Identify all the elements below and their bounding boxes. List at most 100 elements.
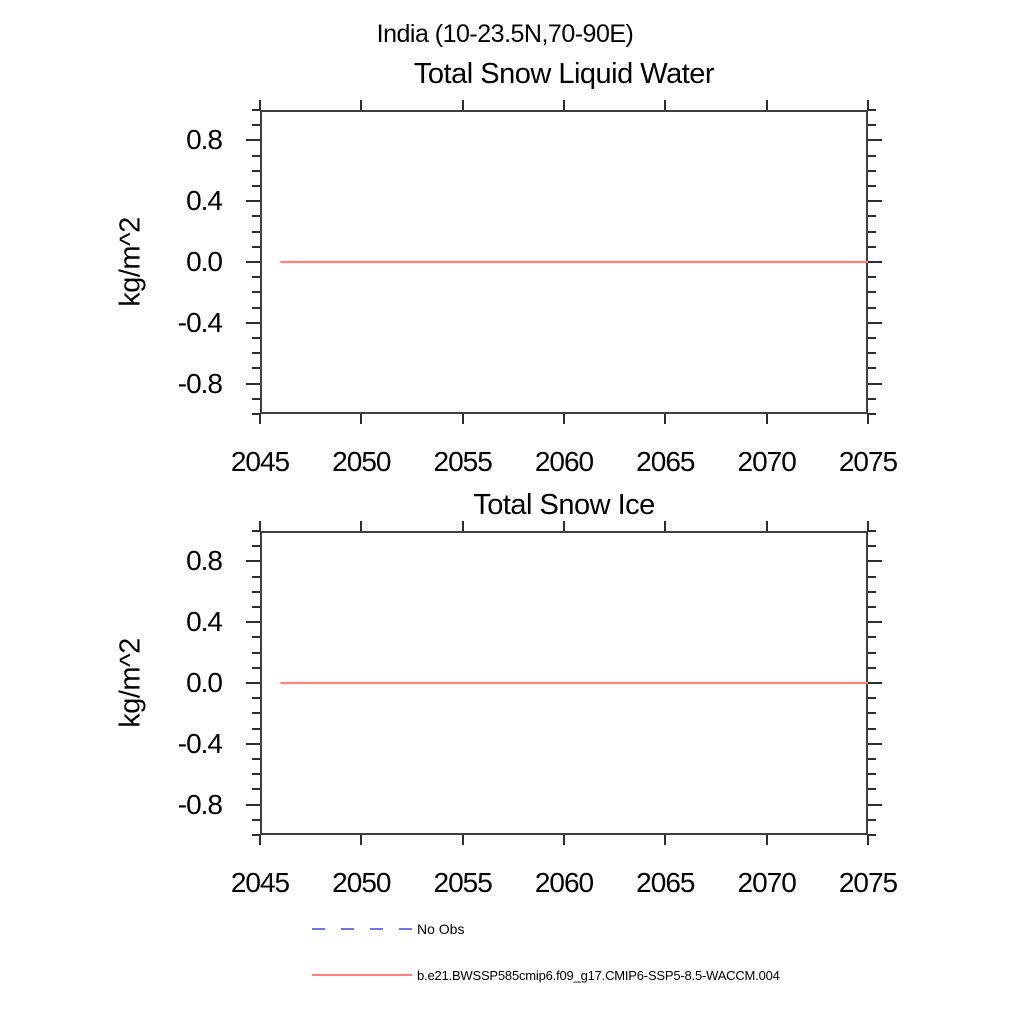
- y-major-tick: [868, 139, 882, 142]
- x-major-tick: [563, 100, 565, 110]
- x-major-tick: [360, 521, 363, 531]
- y-tick-label: -0.4: [177, 727, 223, 759]
- y-major-tick: [246, 382, 260, 385]
- y-minor-tick: [868, 245, 876, 248]
- x-major-tick: [765, 835, 768, 845]
- y-minor-tick: [868, 606, 876, 608]
- x-major-tick: [461, 414, 464, 424]
- y-minor-tick: [252, 545, 260, 548]
- y-tick-label: 0.4: [186, 606, 223, 638]
- x-tick-label: 2055: [433, 446, 493, 477]
- y-minor-tick: [868, 651, 876, 654]
- x-major-tick: [867, 414, 869, 424]
- y-minor-tick: [252, 124, 260, 127]
- y-minor-tick: [252, 575, 260, 578]
- y-minor-tick: [252, 651, 260, 654]
- y-minor-tick: [252, 367, 260, 370]
- y-minor-tick: [252, 276, 260, 279]
- x-tick-label: 2060: [534, 867, 594, 898]
- y-minor-tick: [868, 276, 876, 279]
- x-major-tick: [765, 100, 768, 110]
- x-major-tick: [664, 414, 667, 424]
- y-minor-tick: [252, 291, 260, 294]
- y-major-tick: [868, 560, 882, 563]
- y-major-tick: [868, 803, 882, 806]
- y-minor-tick: [868, 154, 876, 157]
- y-minor-tick: [868, 185, 876, 187]
- y-major-tick: [246, 621, 260, 624]
- figure-suptitle: India (10-23.5N,70-90E): [376, 20, 634, 48]
- plot-area: [246, 100, 882, 424]
- y-minor-tick: [252, 352, 260, 355]
- y-minor-tick: [868, 352, 876, 355]
- chart-title: Total Snow Liquid Water: [413, 58, 715, 90]
- x-tick-label: 2065: [636, 446, 695, 477]
- y-minor-tick: [252, 413, 260, 415]
- y-minor-tick: [252, 712, 260, 715]
- y-minor-tick: [252, 169, 260, 172]
- x-major-tick: [867, 100, 869, 110]
- x-major-tick: [867, 835, 869, 845]
- x-major-tick: [563, 521, 565, 531]
- y-minor-tick: [252, 727, 260, 730]
- y-minor-tick: [868, 169, 876, 172]
- x-major-tick: [461, 100, 464, 110]
- x-tick-label: 2070: [737, 867, 797, 898]
- y-major-tick: [868, 382, 882, 385]
- x-tick-label: 2050: [332, 867, 391, 898]
- x-major-tick: [563, 835, 565, 845]
- y-minor-tick: [868, 666, 876, 669]
- no-obs-line-sample: [312, 928, 412, 930]
- x-major-tick: [664, 521, 667, 531]
- x-major-tick: [867, 521, 869, 531]
- y-minor-tick: [252, 306, 260, 309]
- y-minor-tick: [252, 788, 260, 791]
- y-major-tick: [868, 682, 882, 684]
- y-minor-tick: [868, 230, 876, 233]
- y-major-tick: [868, 621, 882, 624]
- y-minor-tick: [868, 291, 876, 294]
- y-tick-label: 0.8: [186, 545, 223, 577]
- y-tick-label: -0.8: [177, 367, 223, 399]
- series-line-svg: [280, 260, 868, 264]
- y-minor-tick: [252, 606, 260, 608]
- y-minor-tick: [252, 758, 260, 760]
- y-minor-tick: [868, 697, 876, 700]
- y-major-tick: [868, 200, 882, 203]
- y-major-tick: [868, 321, 882, 324]
- y-minor-tick: [252, 230, 260, 233]
- y-minor-tick: [252, 215, 260, 218]
- x-tick-label: 2060: [534, 446, 594, 477]
- y-minor-tick: [252, 185, 260, 187]
- x-major-tick: [259, 835, 261, 845]
- x-major-tick: [259, 521, 261, 531]
- legend-label-no-obs: No Obs: [417, 921, 465, 937]
- x-major-tick: [259, 100, 261, 110]
- x-tick-label: 2065: [636, 867, 695, 898]
- x-tick-label: 2050: [332, 446, 391, 477]
- y-major-tick: [868, 742, 882, 745]
- model-line-sample: [312, 974, 412, 976]
- y-minor-tick: [252, 666, 260, 669]
- y-minor-tick: [252, 337, 260, 339]
- y-minor-tick: [868, 367, 876, 370]
- x-tick-label: 2075: [838, 446, 898, 477]
- y-minor-tick: [868, 788, 876, 791]
- y-minor-tick: [868, 397, 876, 400]
- y-minor-tick: [252, 636, 260, 639]
- y-minor-tick: [868, 530, 876, 532]
- y-minor-tick: [868, 727, 876, 730]
- series-line-svg: [280, 681, 868, 685]
- x-major-tick: [360, 835, 363, 845]
- y-major-tick: [246, 742, 260, 745]
- y-tick-label: -0.8: [177, 788, 223, 820]
- y-minor-tick: [868, 337, 876, 339]
- y-major-tick: [246, 682, 260, 684]
- y-tick-label: 0.0: [186, 667, 223, 698]
- legend-label-model: b.e21.BWSSP585cmip6.f09_g17.CMIP6-SSP5-8…: [417, 967, 780, 983]
- x-tick-label: 2055: [433, 867, 493, 898]
- y-minor-tick: [868, 758, 876, 760]
- y-minor-tick: [868, 124, 876, 127]
- y-minor-tick: [868, 636, 876, 639]
- x-major-tick: [360, 100, 363, 110]
